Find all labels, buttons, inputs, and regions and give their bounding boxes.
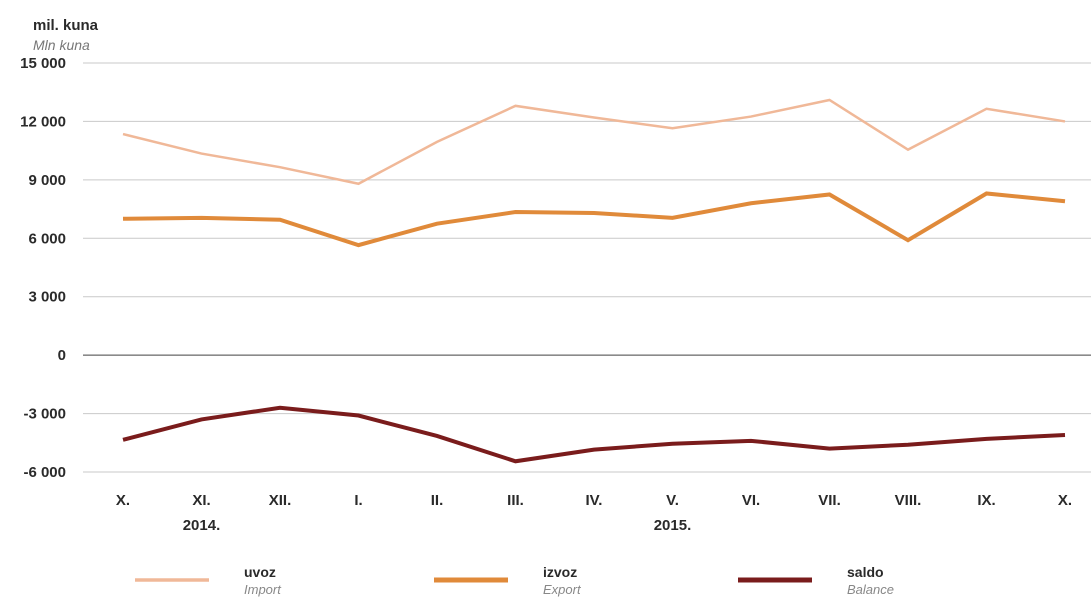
y-tick-label: 6 000 [28, 230, 66, 247]
x-axis: X. XI. XII. I. II. III. IV. V. VI. VII. VIII. IX. X.… [116, 492, 1072, 534]
unit-label: mil. kuna [33, 17, 99, 34]
year-label: 2014. [183, 517, 221, 534]
x-tick-label: III. [507, 492, 524, 509]
x-tick-label: I. [354, 492, 362, 509]
x-tick-label: XII. [269, 492, 292, 509]
x-tick-label: X. [116, 492, 130, 509]
x-tick-label: IV. [586, 492, 603, 509]
series-line-saldo [122, 405, 1066, 464]
unit-label-en: Mln kuna [33, 37, 90, 53]
grid [83, 62, 1091, 473]
y-tick-label: 15 000 [20, 55, 66, 72]
legend-label-uvoz: uvoz [244, 564, 276, 580]
y-tick-label: 0 [58, 347, 66, 364]
legend-sublabel-uvoz: Import [244, 582, 282, 597]
x-tick-label: IX. [977, 492, 995, 509]
legend-sublabel-saldo: Balance [847, 582, 894, 597]
x-tick-label: VI. [742, 492, 760, 509]
x-tick-label: VIII. [895, 492, 922, 509]
legend-sublabel-izvoz: Export [543, 582, 582, 597]
legend-label-saldo: saldo [847, 564, 884, 580]
y-tick-label: 9 000 [28, 172, 66, 189]
x-tick-label: V. [666, 492, 679, 509]
series-line-uvoz [122, 98, 1066, 186]
year-label: 2015. [654, 517, 692, 534]
y-tick-label: -6 000 [23, 464, 66, 481]
y-axis: 15 000 12 000 9 000 6 000 3 000 0 -3 000 -6 000 [20, 55, 66, 481]
x-tick-label: X. [1058, 492, 1072, 509]
y-tick-label: 3 000 [28, 289, 66, 306]
y-tick-label: -3 000 [23, 406, 66, 423]
legend: uvoz Import izvoz Export saldo Balance [135, 564, 894, 597]
x-tick-label: XI. [192, 492, 210, 509]
series-line-izvoz [122, 191, 1066, 248]
x-tick-label: VII. [818, 492, 841, 509]
x-tick-label: II. [431, 492, 444, 509]
y-tick-label: 12 000 [20, 113, 66, 130]
plot-area [122, 98, 1066, 464]
legend-label-izvoz: izvoz [543, 564, 577, 580]
